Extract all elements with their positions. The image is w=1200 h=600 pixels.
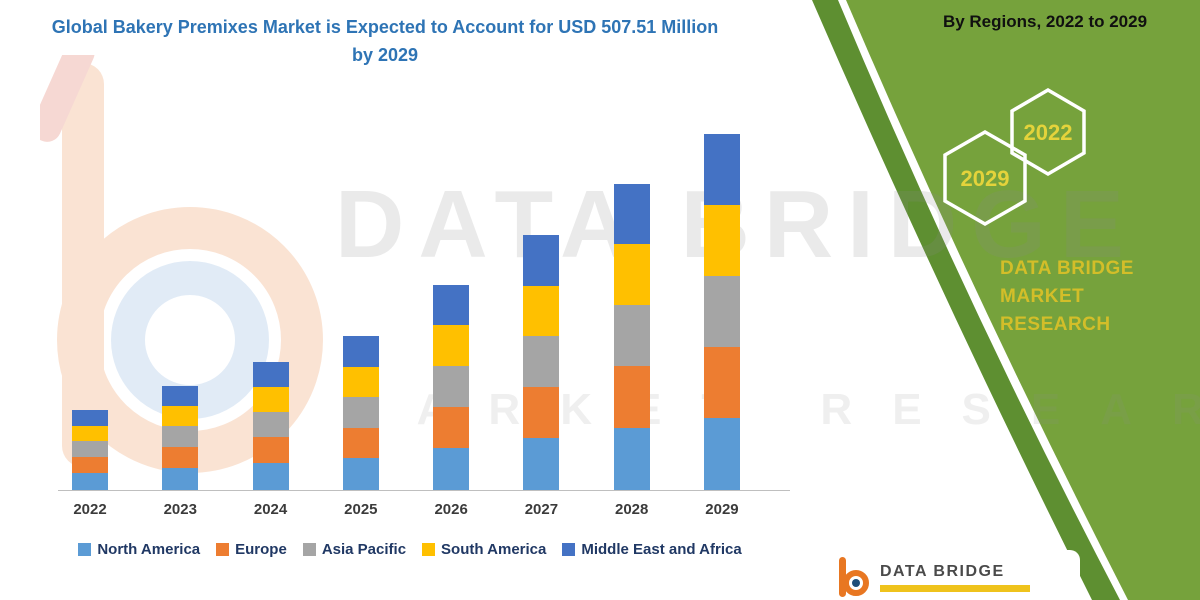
bar-segment [613, 427, 650, 490]
legend-swatch [422, 543, 436, 556]
bar-segment [523, 285, 560, 337]
bar-segment [342, 366, 379, 397]
x-axis-labels: 2022 2023 2024 2025 2026 2027 2028 2029 [72, 501, 740, 518]
bar-segment [72, 457, 108, 474]
panel-heading: By Regions, 2022 to 2029 [942, 12, 1148, 31]
bar-segment [342, 458, 379, 490]
year-hexagons: 2029 2022 [943, 87, 1086, 227]
legend-label: Asia Pacific [321, 541, 407, 558]
legend-label: North America [97, 541, 201, 558]
footer-brand-underline [880, 584, 1030, 592]
bar-segment [523, 336, 560, 387]
bar-segment [252, 386, 289, 413]
bar-segment [72, 473, 108, 490]
bar-segment [252, 412, 289, 438]
bar-segment [703, 134, 740, 205]
footer-brand: DATA BRIDGE [880, 563, 1030, 592]
x-axis-label: 2023 [163, 501, 197, 518]
chart-legend: North America Europe Asia Pacific South Ame… [40, 541, 780, 558]
x-axis-label: 2022 [73, 501, 107, 518]
bar-segment [342, 336, 379, 367]
bar-segment [162, 426, 199, 448]
panel-brand-line1: DATA BRIDGE MARKET [1000, 258, 1134, 307]
bar-segment [342, 396, 379, 428]
bar-segment [72, 440, 108, 458]
stacked-bar-2029 [703, 134, 740, 490]
stacked-bar-chart [72, 134, 740, 490]
stacked-bar-2023 [162, 385, 199, 490]
legend-label: Europe [235, 541, 287, 558]
bar-segment [613, 304, 650, 366]
legend-swatch [78, 543, 92, 556]
bar-segment [433, 284, 470, 326]
hexagon-year-2029: 2029 [961, 166, 1010, 191]
legend-item: Asia Pacific [302, 541, 407, 558]
x-axis-line [58, 490, 790, 491]
bar-segment [523, 235, 560, 286]
legend-item: North America [78, 541, 200, 558]
legend-label: South America [441, 541, 547, 558]
bar-segment [433, 406, 470, 448]
data-bridge-logo-icon [839, 557, 869, 597]
bar-segment [433, 447, 470, 490]
panel-brand-text: DATA BRIDGE MARKET RESEARCH [1000, 255, 1200, 339]
bar-segment [433, 365, 470, 407]
bar-segment [342, 427, 379, 459]
legend-swatch [216, 543, 230, 556]
legend-label: Middle East and Africa [581, 541, 742, 558]
logo-inner-dot [852, 579, 860, 587]
stacked-bar-2024 [252, 361, 289, 490]
bar-segment [523, 386, 560, 439]
footer-brand-text: DATA BRIDGE [880, 562, 1005, 580]
bar-segment [703, 346, 740, 418]
x-axis-label: 2028 [615, 501, 649, 518]
bar-segment [613, 365, 650, 428]
bar-segment [252, 361, 289, 387]
footer-logo-box: DATA BRIDGE [822, 550, 1080, 600]
bar-segment [162, 468, 199, 490]
stacked-bar-2022 [72, 410, 108, 490]
bar-segment [703, 204, 740, 277]
stacked-bar-2028 [613, 183, 650, 490]
bar-segment [613, 243, 650, 305]
stacked-bar-2026 [433, 284, 470, 490]
bar-segment [162, 447, 199, 469]
x-axis-label: 2025 [344, 501, 378, 518]
legend-item: South America [422, 541, 546, 558]
bar-segment [523, 438, 560, 490]
bar-segment [162, 385, 199, 406]
hexagon-year-2022: 2022 [1024, 120, 1073, 145]
bar-segment [252, 463, 289, 490]
bar-segment [703, 276, 740, 347]
legend-item: Europe [216, 541, 287, 558]
stacked-bar-2027 [523, 235, 560, 490]
bar-segment [72, 425, 108, 441]
legend-swatch [562, 543, 576, 556]
x-axis-label: 2026 [434, 501, 468, 518]
panel-brand-line2: RESEARCH [1000, 314, 1111, 335]
bar-segment [162, 405, 199, 427]
legend-item: Middle East and Africa [562, 541, 742, 558]
bar-segment [72, 410, 108, 426]
bar-segment [433, 325, 470, 366]
stacked-bar-2025 [342, 336, 379, 490]
x-axis-label: 2029 [705, 501, 739, 518]
legend-swatch [302, 543, 316, 556]
bar-segment [613, 183, 650, 244]
chart-title: Global Bakery Premixes Market is Expecte… [51, 17, 719, 65]
bar-segment [703, 417, 740, 490]
x-axis-label: 2027 [524, 501, 559, 518]
bar-segment [252, 437, 289, 464]
x-axis-label: 2024 [253, 501, 288, 518]
